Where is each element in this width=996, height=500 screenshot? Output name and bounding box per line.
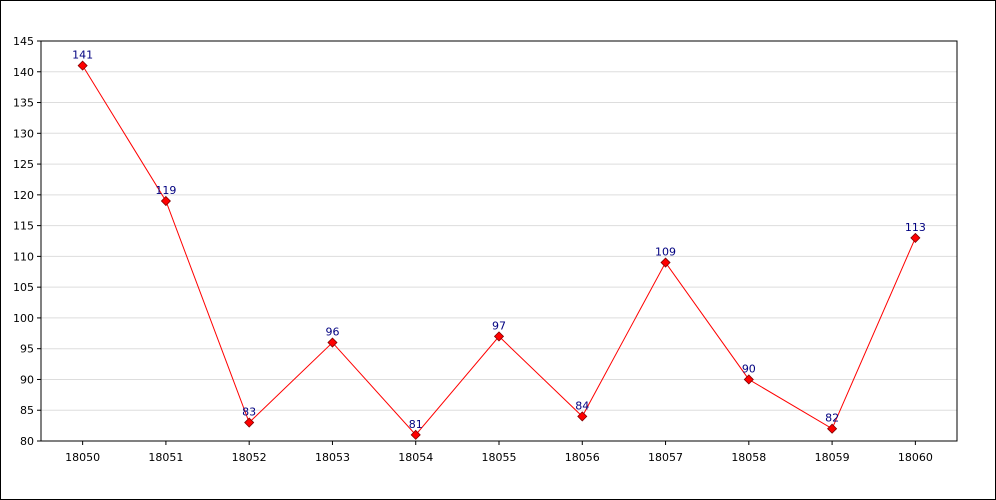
- data-label: 83: [242, 406, 256, 419]
- x-tick-label: 18051: [148, 451, 183, 464]
- data-point-marker: [827, 423, 838, 434]
- y-tick-label: 80: [20, 435, 34, 448]
- data-point-marker: [327, 337, 338, 348]
- data-label: 96: [325, 326, 339, 339]
- data-labels: 141 119 83 96 81 97 84 109 90 82 113: [72, 49, 926, 431]
- y-tick-label: 135: [13, 97, 34, 110]
- y-axis: 80 85 90 95 100 105 110 115 120 125 130 135 140 145: [13, 35, 41, 448]
- data-label: 81: [409, 418, 423, 431]
- y-tick-label: 120: [13, 189, 34, 202]
- data-label: 109: [655, 246, 676, 259]
- y-tick-label: 140: [13, 66, 34, 79]
- data-point-marker: [160, 195, 171, 207]
- y-tick-label: 90: [20, 373, 34, 386]
- x-axis: 18050 18051 18052 18053 18054 18055 18056 18057…: [65, 441, 933, 464]
- data-label: 82: [825, 412, 839, 425]
- data-label: 141: [72, 49, 93, 62]
- y-tick-label: 130: [13, 127, 34, 140]
- x-tick-label: 18053: [315, 451, 350, 464]
- y-tick-label: 115: [13, 220, 34, 233]
- data-markers: [77, 60, 921, 440]
- data-point-marker: [660, 257, 671, 268]
- x-tick-label: 18057: [648, 451, 683, 464]
- y-tick-label: 85: [20, 404, 34, 417]
- y-tick-label: 110: [13, 250, 34, 263]
- x-tick-label: 18055: [482, 451, 517, 464]
- plot-border: [40, 40, 958, 442]
- y-tick-label: 125: [13, 158, 34, 171]
- data-point-marker: [77, 60, 88, 71]
- data-label: 90: [742, 362, 756, 375]
- gridlines: [41, 71, 957, 411]
- y-tick-label: 145: [13, 35, 34, 48]
- plot-area: [41, 41, 957, 441]
- x-tick-label: 18058: [731, 451, 766, 464]
- data-label: 97: [492, 319, 506, 332]
- data-point-marker: [743, 374, 754, 385]
- data-label: 119: [155, 184, 176, 197]
- x-tick-label: 18059: [815, 451, 850, 464]
- x-tick-label: 18052: [232, 451, 267, 464]
- x-tick-label: 18050: [65, 451, 100, 464]
- data-label: 113: [905, 221, 926, 234]
- y-tick-label: 95: [20, 343, 34, 356]
- data-point-marker: [244, 417, 255, 428]
- y-tick-label: 105: [13, 281, 34, 294]
- data-point-marker: [493, 331, 505, 342]
- data-point-marker: [410, 429, 421, 440]
- x-tick-label: 18054: [398, 451, 433, 464]
- x-tick-label: 18060: [898, 451, 933, 464]
- y-tick-label: 100: [13, 312, 34, 325]
- x-tick-label: 18056: [565, 451, 600, 464]
- data-point-marker: [577, 411, 588, 422]
- data-label: 84: [575, 399, 589, 412]
- data-point-marker: [910, 232, 921, 243]
